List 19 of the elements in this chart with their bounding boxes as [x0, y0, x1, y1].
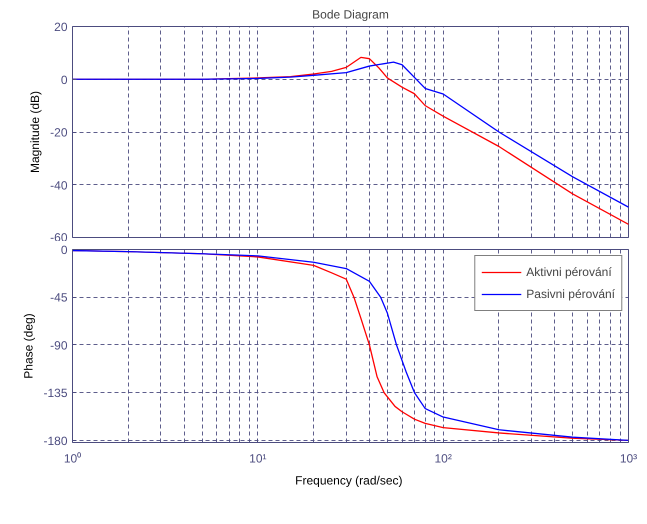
x-tick-label: 10⁰ [64, 452, 82, 466]
y-tick-label: -45 [50, 290, 68, 305]
x-axis-title: Frequency (rad/sec) [295, 474, 403, 488]
y-tick-label: 0 [60, 72, 68, 87]
legend-label: Aktivni pérování [526, 265, 612, 279]
x-tick-label: 10² [434, 452, 452, 466]
legend-label: Pasivni pérování [526, 287, 615, 301]
y-axis-title: Magnitude (dB) [28, 90, 42, 174]
y-tick-label: -180 [43, 434, 68, 448]
y-tick-label: 0 [60, 243, 68, 257]
x-tick-label: 10¹ [249, 452, 267, 466]
y-axis-title: Phase (deg) [21, 313, 36, 379]
chart-title: Bode Diagram [312, 8, 389, 22]
y-tick-label: -90 [50, 338, 68, 352]
y-tick-label: -40 [50, 178, 68, 192]
y-tick-label: -20 [50, 126, 68, 140]
x-tick-label: 10³ [620, 452, 638, 466]
y-tick-label: 20 [54, 20, 68, 34]
y-tick-label: -135 [43, 386, 68, 400]
